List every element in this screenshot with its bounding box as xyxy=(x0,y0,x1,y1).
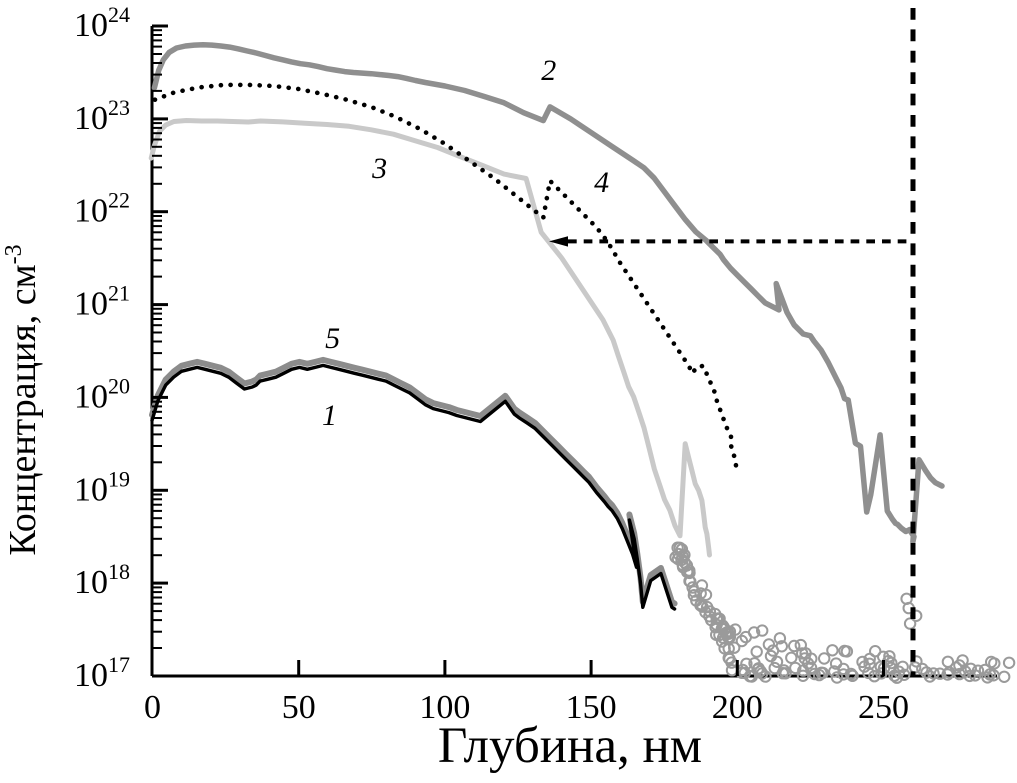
svg-text:1: 1 xyxy=(322,399,337,432)
svg-text:1017: 1017 xyxy=(74,652,130,694)
svg-text:1019: 1019 xyxy=(74,466,130,508)
svg-text:250: 250 xyxy=(858,689,909,726)
svg-text:50: 50 xyxy=(282,689,316,726)
svg-text:Концентрация, см-3: Концентрация, см-3 xyxy=(1,244,44,555)
svg-text:200: 200 xyxy=(712,689,763,726)
svg-text:1023: 1023 xyxy=(74,95,130,137)
svg-text:1020: 1020 xyxy=(74,373,130,415)
svg-text:0: 0 xyxy=(144,689,161,726)
svg-text:1021: 1021 xyxy=(74,281,130,323)
svg-text:1018: 1018 xyxy=(74,559,130,601)
svg-text:2: 2 xyxy=(541,54,556,87)
svg-text:5: 5 xyxy=(325,322,340,355)
svg-text:4: 4 xyxy=(594,166,609,199)
svg-text:Глубина, нм: Глубина, нм xyxy=(438,718,702,774)
svg-text:3: 3 xyxy=(371,152,387,185)
svg-text:1024: 1024 xyxy=(74,2,130,44)
svg-text:1022: 1022 xyxy=(74,188,130,230)
